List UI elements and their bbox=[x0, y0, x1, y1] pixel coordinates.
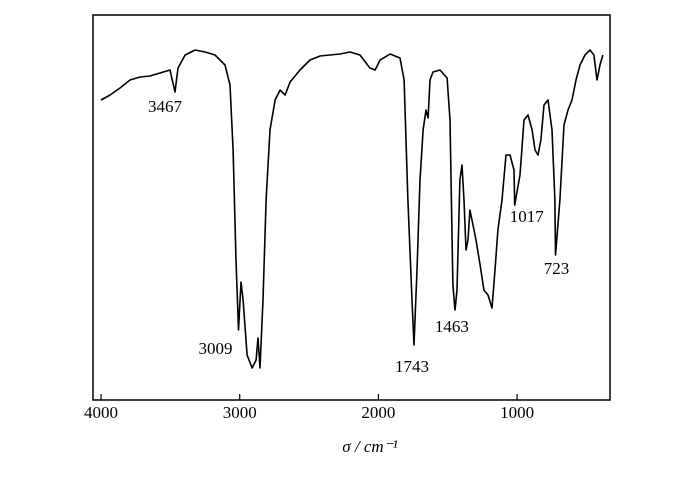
peak-label: 1017 bbox=[510, 207, 545, 226]
x-tick-label: 4000 bbox=[84, 403, 118, 422]
peak-label: 3467 bbox=[148, 97, 183, 116]
x-tick-label: 1000 bbox=[500, 403, 534, 422]
plot-frame bbox=[92, 14, 611, 401]
peak-label: 723 bbox=[544, 259, 570, 278]
peak-label: 3009 bbox=[198, 339, 232, 358]
x-axis-label: σ / cm⁻¹ bbox=[342, 437, 398, 456]
peak-label: 1463 bbox=[435, 317, 469, 336]
spectrum-line bbox=[100, 49, 604, 369]
peak-label: 1743 bbox=[395, 357, 429, 376]
x-tick-label: 2000 bbox=[361, 403, 395, 422]
x-tick-label: 3000 bbox=[223, 403, 257, 422]
